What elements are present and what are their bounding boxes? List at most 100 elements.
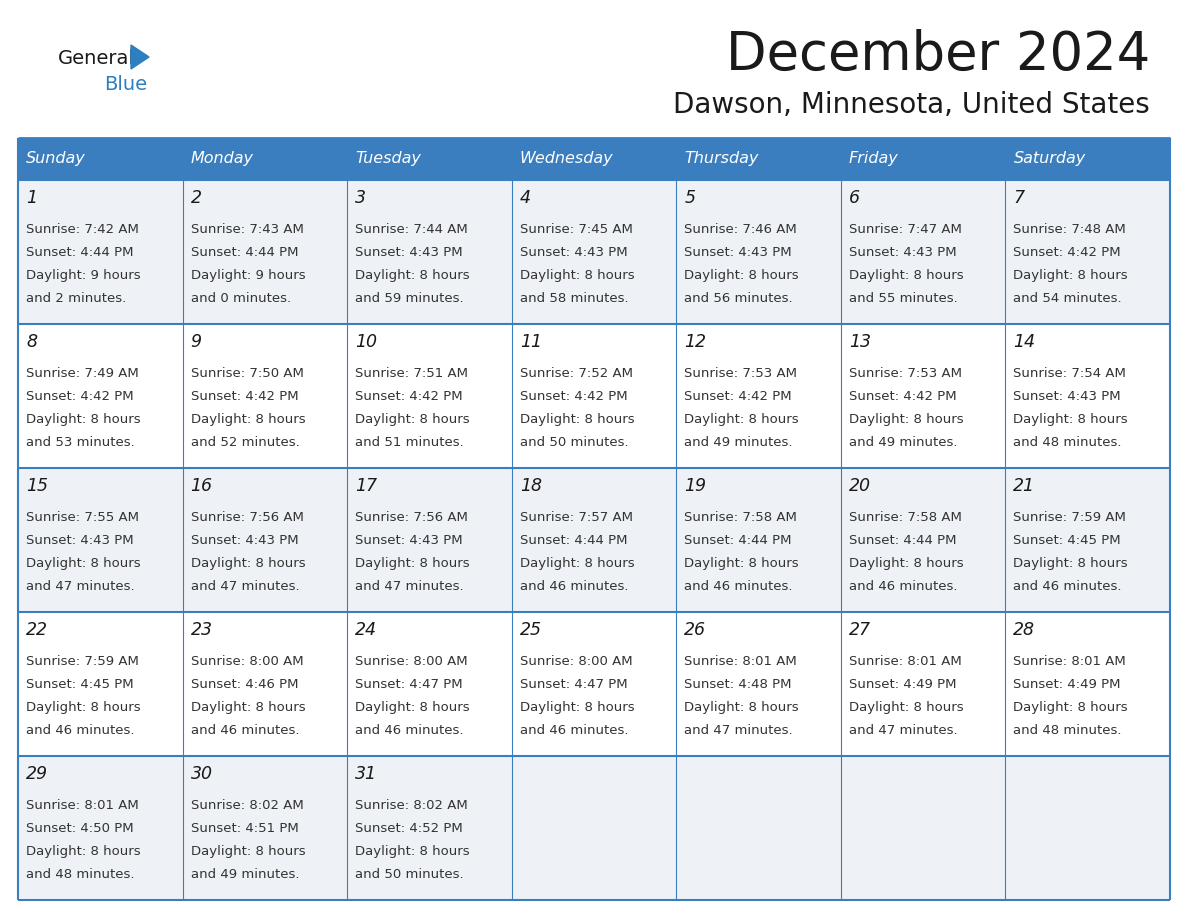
Text: and 48 minutes.: and 48 minutes.	[1013, 436, 1121, 449]
Bar	[1005, 138, 1170, 180]
Bar	[841, 138, 1005, 180]
Text: and 47 minutes.: and 47 minutes.	[26, 580, 134, 593]
Text: 16: 16	[190, 477, 213, 495]
Bar	[676, 180, 841, 324]
Text: Daylight: 8 hours: Daylight: 8 hours	[355, 845, 469, 858]
Text: Sunrise: 7:56 AM: Sunrise: 7:56 AM	[190, 510, 303, 523]
Text: 24: 24	[355, 621, 377, 639]
Text: Daylight: 8 hours: Daylight: 8 hours	[849, 701, 963, 714]
Text: Daylight: 8 hours: Daylight: 8 hours	[849, 557, 963, 570]
Text: Daylight: 8 hours: Daylight: 8 hours	[1013, 413, 1129, 426]
Text: Sunset: 4:47 PM: Sunset: 4:47 PM	[355, 677, 463, 691]
Text: Sunrise: 8:01 AM: Sunrise: 8:01 AM	[849, 655, 961, 667]
Text: 25: 25	[519, 621, 542, 639]
Text: Sunset: 4:44 PM: Sunset: 4:44 PM	[684, 534, 791, 547]
Text: Sunrise: 7:57 AM: Sunrise: 7:57 AM	[519, 510, 633, 523]
Text: Sunset: 4:42 PM: Sunset: 4:42 PM	[849, 390, 956, 403]
Bar	[676, 756, 841, 900]
Text: Daylight: 8 hours: Daylight: 8 hours	[1013, 701, 1129, 714]
Text: Daylight: 8 hours: Daylight: 8 hours	[519, 413, 634, 426]
Bar	[18, 612, 183, 756]
Text: 11: 11	[519, 333, 542, 351]
Text: Sunset: 4:43 PM: Sunset: 4:43 PM	[849, 246, 956, 259]
Bar	[1005, 612, 1170, 756]
Text: and 53 minutes.: and 53 minutes.	[26, 436, 134, 449]
Bar	[841, 468, 1005, 612]
Text: 6: 6	[849, 189, 860, 207]
Bar	[347, 756, 512, 900]
Text: Daylight: 8 hours: Daylight: 8 hours	[190, 413, 305, 426]
Text: Monday: Monday	[190, 151, 253, 166]
Text: and 46 minutes.: and 46 minutes.	[519, 724, 628, 737]
Text: Saturday: Saturday	[1013, 151, 1086, 166]
Text: and 50 minutes.: and 50 minutes.	[519, 436, 628, 449]
Text: Daylight: 8 hours: Daylight: 8 hours	[1013, 269, 1129, 282]
Bar	[347, 324, 512, 468]
Text: Daylight: 8 hours: Daylight: 8 hours	[1013, 557, 1129, 570]
Text: and 47 minutes.: and 47 minutes.	[355, 580, 463, 593]
Text: Sunset: 4:50 PM: Sunset: 4:50 PM	[26, 822, 133, 834]
Bar	[183, 324, 347, 468]
Text: Sunset: 4:43 PM: Sunset: 4:43 PM	[355, 534, 463, 547]
Bar	[18, 324, 183, 468]
Text: Daylight: 8 hours: Daylight: 8 hours	[26, 413, 140, 426]
Text: and 46 minutes.: and 46 minutes.	[519, 580, 628, 593]
Text: and 49 minutes.: and 49 minutes.	[684, 436, 792, 449]
Text: 13: 13	[849, 333, 871, 351]
Text: 10: 10	[355, 333, 377, 351]
Text: Sunrise: 7:59 AM: Sunrise: 7:59 AM	[26, 655, 139, 667]
Text: Daylight: 8 hours: Daylight: 8 hours	[26, 557, 140, 570]
Text: Sunrise: 8:00 AM: Sunrise: 8:00 AM	[355, 655, 468, 667]
Bar	[347, 180, 512, 324]
Text: Sunset: 4:42 PM: Sunset: 4:42 PM	[190, 390, 298, 403]
Text: Daylight: 8 hours: Daylight: 8 hours	[684, 557, 798, 570]
Text: Sunrise: 8:02 AM: Sunrise: 8:02 AM	[355, 799, 468, 812]
Text: Daylight: 8 hours: Daylight: 8 hours	[26, 845, 140, 858]
Text: Sunrise: 8:01 AM: Sunrise: 8:01 AM	[26, 799, 139, 812]
Text: Sunrise: 7:59 AM: Sunrise: 7:59 AM	[1013, 510, 1126, 523]
Text: 18: 18	[519, 477, 542, 495]
Text: Sunset: 4:44 PM: Sunset: 4:44 PM	[849, 534, 956, 547]
Text: 27: 27	[849, 621, 871, 639]
Text: Daylight: 8 hours: Daylight: 8 hours	[355, 701, 469, 714]
Text: Sunset: 4:47 PM: Sunset: 4:47 PM	[519, 677, 627, 691]
Text: and 56 minutes.: and 56 minutes.	[684, 292, 792, 306]
Text: Thursday: Thursday	[684, 151, 759, 166]
Text: 7: 7	[1013, 189, 1024, 207]
Bar	[183, 138, 347, 180]
Text: 1: 1	[26, 189, 37, 207]
Bar	[18, 180, 183, 324]
Bar	[1005, 756, 1170, 900]
Text: Sunrise: 7:50 AM: Sunrise: 7:50 AM	[190, 366, 303, 380]
Text: Daylight: 8 hours: Daylight: 8 hours	[849, 269, 963, 282]
Text: Daylight: 8 hours: Daylight: 8 hours	[519, 701, 634, 714]
Text: 9: 9	[190, 333, 202, 351]
Text: and 46 minutes.: and 46 minutes.	[355, 724, 463, 737]
Text: Sunset: 4:42 PM: Sunset: 4:42 PM	[1013, 246, 1121, 259]
Text: Daylight: 8 hours: Daylight: 8 hours	[519, 269, 634, 282]
Text: Daylight: 8 hours: Daylight: 8 hours	[684, 701, 798, 714]
Text: Blue: Blue	[105, 75, 147, 95]
Text: Sunrise: 7:55 AM: Sunrise: 7:55 AM	[26, 510, 139, 523]
Text: Sunrise: 7:58 AM: Sunrise: 7:58 AM	[684, 510, 797, 523]
Text: 26: 26	[684, 621, 707, 639]
Text: Wednesday: Wednesday	[519, 151, 613, 166]
Text: Sunrise: 7:58 AM: Sunrise: 7:58 AM	[849, 510, 962, 523]
Text: 8: 8	[26, 333, 37, 351]
Text: Sunset: 4:49 PM: Sunset: 4:49 PM	[849, 677, 956, 691]
Text: Dawson, Minnesota, United States: Dawson, Minnesota, United States	[674, 91, 1150, 119]
Text: 29: 29	[26, 765, 48, 783]
Bar	[512, 756, 676, 900]
Text: Sunrise: 7:44 AM: Sunrise: 7:44 AM	[355, 223, 468, 236]
Text: 28: 28	[1013, 621, 1036, 639]
Text: Friday: Friday	[849, 151, 898, 166]
Text: Sunrise: 7:47 AM: Sunrise: 7:47 AM	[849, 223, 962, 236]
Text: and 49 minutes.: and 49 minutes.	[190, 868, 299, 881]
Text: Sunset: 4:51 PM: Sunset: 4:51 PM	[190, 822, 298, 834]
Text: Sunrise: 8:02 AM: Sunrise: 8:02 AM	[190, 799, 303, 812]
Bar	[512, 180, 676, 324]
Bar	[676, 468, 841, 612]
Text: Sunrise: 7:51 AM: Sunrise: 7:51 AM	[355, 366, 468, 380]
Bar	[512, 324, 676, 468]
Text: 19: 19	[684, 477, 707, 495]
